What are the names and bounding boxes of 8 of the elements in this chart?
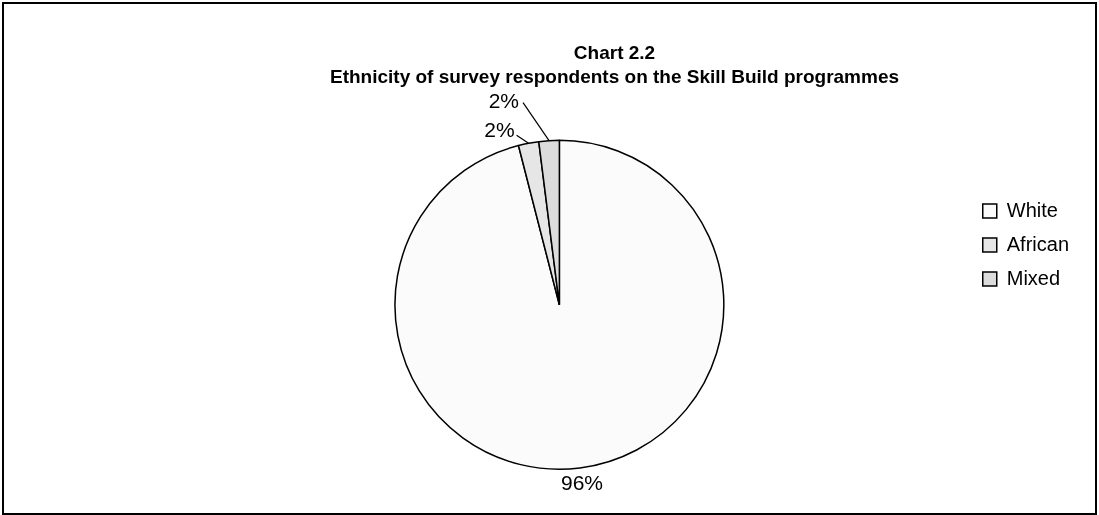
data-label: 2% — [488, 89, 520, 113]
chart-title: Chart 2.2 — [573, 41, 656, 63]
data-label: 96% — [560, 470, 604, 494]
legend-label: Mixed — [1006, 266, 1061, 289]
legend-label: White — [1006, 198, 1058, 221]
chart-subtitle: Ethnicity of survey respondents on the Skill Build programmes — [329, 66, 900, 88]
legend-label: African — [1006, 232, 1069, 255]
data-label: 2% — [484, 118, 515, 142]
